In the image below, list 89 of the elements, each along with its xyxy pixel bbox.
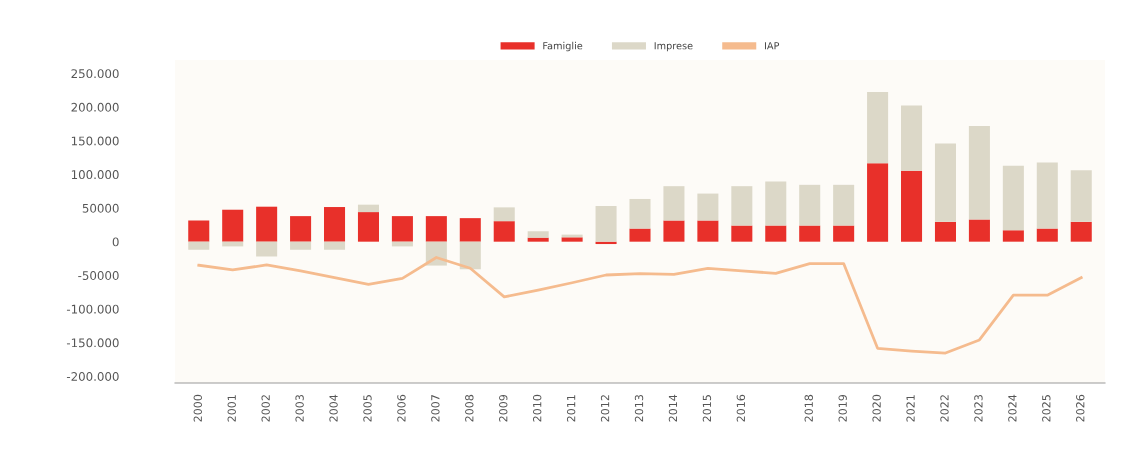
bar [459, 218, 481, 242]
bar [324, 241, 346, 250]
bar [867, 91, 889, 164]
y-tick-label: 50000 [82, 203, 119, 213]
bar [493, 221, 515, 242]
x-tick-label: 2012 [600, 395, 610, 422]
bar [934, 221, 956, 242]
bar [222, 209, 244, 242]
bar [324, 207, 346, 242]
bar [833, 225, 855, 242]
x-tick-label: 2021 [906, 395, 915, 422]
bar [697, 193, 719, 221]
legend-label: Famiglie [543, 41, 583, 52]
y-tick-label: -100.000 [66, 304, 119, 314]
x-tick-label: 2016 [736, 394, 746, 422]
legend-label: IAP [764, 42, 780, 50]
bar [357, 212, 379, 242]
x-tick-label: 2005 [363, 395, 372, 422]
bar [765, 225, 787, 242]
x-tick-label: 2002 [261, 395, 270, 422]
bar [290, 216, 312, 242]
x-tick-label: 2008 [465, 394, 474, 422]
bar [493, 207, 515, 222]
bar [391, 216, 413, 242]
bar [901, 105, 923, 171]
bar [663, 220, 685, 242]
bar [867, 163, 889, 242]
bar [256, 241, 278, 257]
bar [256, 206, 278, 242]
x-tick-label: 2026 [1076, 394, 1085, 422]
bar [1036, 162, 1058, 229]
bar [357, 204, 379, 213]
bar [663, 186, 685, 221]
bar [1002, 165, 1024, 231]
x-tick-label: 2018 [804, 394, 813, 422]
y-tick-label: -150.000 [66, 338, 119, 348]
bar [1002, 230, 1024, 242]
y-tick-label: 200.000 [71, 102, 119, 112]
bar [799, 184, 821, 226]
bar [1036, 228, 1058, 242]
x-tick-label: 2006 [397, 394, 406, 422]
bar [731, 225, 753, 242]
x-tick-label: 2023 [974, 395, 983, 422]
bar [459, 241, 481, 270]
bar [765, 181, 787, 226]
x-tick-label: 2007 [431, 395, 440, 422]
y-tick-label: -200.000 [66, 371, 119, 381]
y-tick-label: 0 [112, 237, 119, 247]
bar [188, 220, 210, 242]
bar [833, 184, 855, 226]
x-tick-label: 2013 [634, 395, 644, 422]
x-tick-label: 2001 [227, 395, 236, 422]
bar [527, 237, 549, 242]
bar [901, 170, 923, 242]
x-tick-label: 2009 [499, 394, 508, 422]
line-series [197, 256, 1083, 355]
bar [425, 216, 447, 242]
x-tick-label: 2019 [838, 394, 847, 422]
x-tick-label: 2022 [940, 395, 949, 422]
legend-label: Imprese [654, 42, 693, 52]
bar [697, 220, 719, 242]
bar [799, 225, 821, 242]
y-tick-label: 150.000 [71, 136, 119, 146]
bar [1070, 221, 1092, 242]
bar [968, 125, 990, 220]
x-tick-label: 2004 [329, 394, 338, 422]
y-tick-label: -50000 [78, 271, 119, 280]
bar [1070, 170, 1092, 222]
y-tick-label: 250.000 [71, 69, 119, 79]
x-tick-label: 2020 [872, 394, 881, 422]
bar [561, 237, 583, 242]
x-tick-label: 2014 [668, 394, 678, 422]
bar [595, 206, 617, 242]
bar [290, 241, 312, 250]
bar [968, 219, 990, 242]
bar [188, 241, 210, 250]
bar [731, 186, 753, 226]
x-tick-label: 2015 [702, 395, 712, 422]
bar [527, 231, 549, 238]
x-tick-label: 2024 [1008, 394, 1017, 422]
x-tick-label: 2010 [532, 394, 542, 422]
y-tick-label: 100.000 [71, 170, 119, 180]
bar [629, 228, 651, 242]
x-tick-label: 2003 [295, 395, 304, 422]
x-tick-label: 2011 [566, 395, 576, 422]
bar [629, 198, 651, 229]
x-tick-label: 2025 [1042, 395, 1051, 422]
bar [934, 143, 956, 222]
x-tick-label: 2000 [193, 394, 202, 422]
